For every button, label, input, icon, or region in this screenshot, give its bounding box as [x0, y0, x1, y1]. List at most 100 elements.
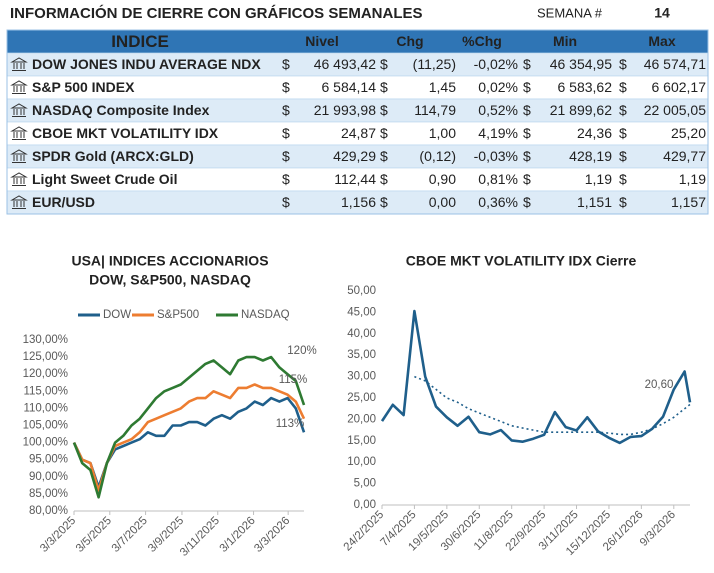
row-name: NASDAQ Composite Index: [32, 102, 210, 118]
icon-columns: [12, 155, 26, 163]
cell: $: [523, 194, 531, 210]
icon-columns: [12, 201, 26, 209]
icon-roof: [10, 126, 28, 132]
y-tick-label: 40,00: [347, 328, 376, 340]
cell: 112,44: [334, 171, 376, 187]
cell: 0,90: [429, 171, 456, 187]
cell: $: [380, 125, 388, 141]
column-header: INDICE: [111, 32, 169, 51]
icon-roof: [10, 195, 28, 201]
cell: 46 493,42: [314, 56, 376, 72]
cell: 0,36%: [478, 194, 518, 210]
series-line: [380, 309, 692, 445]
cell: 0,81%: [478, 171, 518, 187]
icon-roof: [10, 172, 28, 178]
cell: -0,03%: [474, 148, 518, 164]
cell: 428,19: [569, 148, 612, 164]
cell: 1,156: [341, 194, 376, 210]
y-tick-label: 85,00%: [29, 488, 68, 500]
cell: $: [523, 171, 531, 187]
week-label: SEMANA #: [537, 5, 603, 20]
cell: $: [619, 148, 627, 164]
y-tick-label: 50,00: [347, 285, 376, 297]
series-line: [72, 355, 306, 499]
cell: (0,12): [419, 148, 456, 164]
chart-title: CBOE MKT VOLATILITY IDX Cierre: [406, 253, 637, 269]
cell: $: [619, 171, 627, 187]
row-icon: [10, 172, 28, 186]
row-name: Light Sweet Crude Oil: [32, 171, 177, 187]
cell: 0,02%: [478, 79, 518, 95]
cell: $: [619, 79, 627, 95]
row-icon: [10, 195, 28, 209]
cell: 6 583,62: [558, 79, 613, 95]
y-tick-label: 100,00%: [23, 437, 68, 449]
cell: 1,45: [429, 79, 456, 95]
y-tick-label: 35,00: [347, 349, 376, 361]
cell: $: [619, 194, 627, 210]
cell: $: [282, 56, 290, 72]
y-tick-label: 90,00%: [29, 471, 68, 483]
cell: 114,79: [414, 102, 456, 118]
cell: $: [380, 171, 388, 187]
cell: 6 602,17: [652, 79, 707, 95]
cell: $: [380, 148, 388, 164]
annotation: 113%: [276, 418, 305, 430]
icon-roof: [10, 103, 28, 109]
cell: 429,77: [663, 148, 706, 164]
cell: 1,151: [577, 194, 612, 210]
icon-roof: [10, 57, 28, 63]
annotation: 120%: [287, 345, 316, 357]
cell: $: [282, 79, 290, 95]
cell: $: [523, 102, 531, 118]
page-title: INFORMACIÓN DE CIERRE CON GRÁFICOS SEMAN…: [10, 4, 423, 22]
cell: $: [380, 194, 388, 210]
y-tick-label: 125,00%: [23, 351, 68, 363]
cell: $: [619, 125, 627, 141]
cell: $: [282, 125, 290, 141]
cell: 429,29: [333, 148, 376, 164]
column-header: Min: [553, 33, 577, 49]
cell: -0,02%: [474, 56, 518, 72]
cell: 0,00: [429, 194, 456, 210]
trend-line: [414, 375, 691, 436]
row-name: SPDR Gold (ARCX:GLD): [32, 148, 194, 164]
week-value: 14: [654, 5, 670, 21]
cell: $: [523, 56, 531, 72]
icon-columns: [12, 86, 26, 94]
icon-roof: [10, 80, 28, 86]
row-icon: [10, 103, 28, 117]
legend-label: S&P500: [157, 309, 199, 321]
row-name: DOW JONES INDU AVERAGE NDX: [32, 56, 261, 72]
cell: 25,20: [671, 125, 706, 141]
y-tick-label: 0,00: [354, 499, 376, 511]
chart-subtitle: DOW, S&P500, NASDAQ: [89, 272, 251, 288]
icon-columns: [12, 63, 26, 71]
cell: 24,87: [341, 125, 376, 141]
row-name: CBOE MKT VOLATILITY IDX: [32, 125, 219, 141]
cell: 24,36: [577, 125, 612, 141]
cell: 46 354,95: [550, 56, 612, 72]
cell: $: [523, 148, 531, 164]
table-border: [6, 29, 709, 215]
column-header: Max: [648, 33, 675, 49]
row-name: EUR/USD: [32, 194, 95, 210]
y-tick-label: 30,00: [347, 371, 376, 383]
cell: $: [282, 102, 290, 118]
cell: 21 993,98: [314, 102, 376, 118]
cell: $: [380, 102, 388, 118]
cell: 21 899,62: [550, 102, 612, 118]
legend-label: NASDAQ: [241, 309, 290, 321]
chart-title: USA| INDICES ACCIONARIOS: [71, 253, 268, 269]
cell: 1,157: [671, 194, 706, 210]
y-tick-label: 20,00: [347, 413, 376, 425]
y-tick-label: 110,00%: [23, 402, 68, 414]
row-icon: [10, 80, 28, 94]
icon-roof: [10, 149, 28, 155]
cell: $: [282, 194, 290, 210]
y-tick-label: 25,00: [347, 392, 376, 404]
cell: $: [282, 171, 290, 187]
y-tick-label: 95,00%: [29, 454, 68, 466]
value-label: 20,60: [645, 379, 674, 391]
